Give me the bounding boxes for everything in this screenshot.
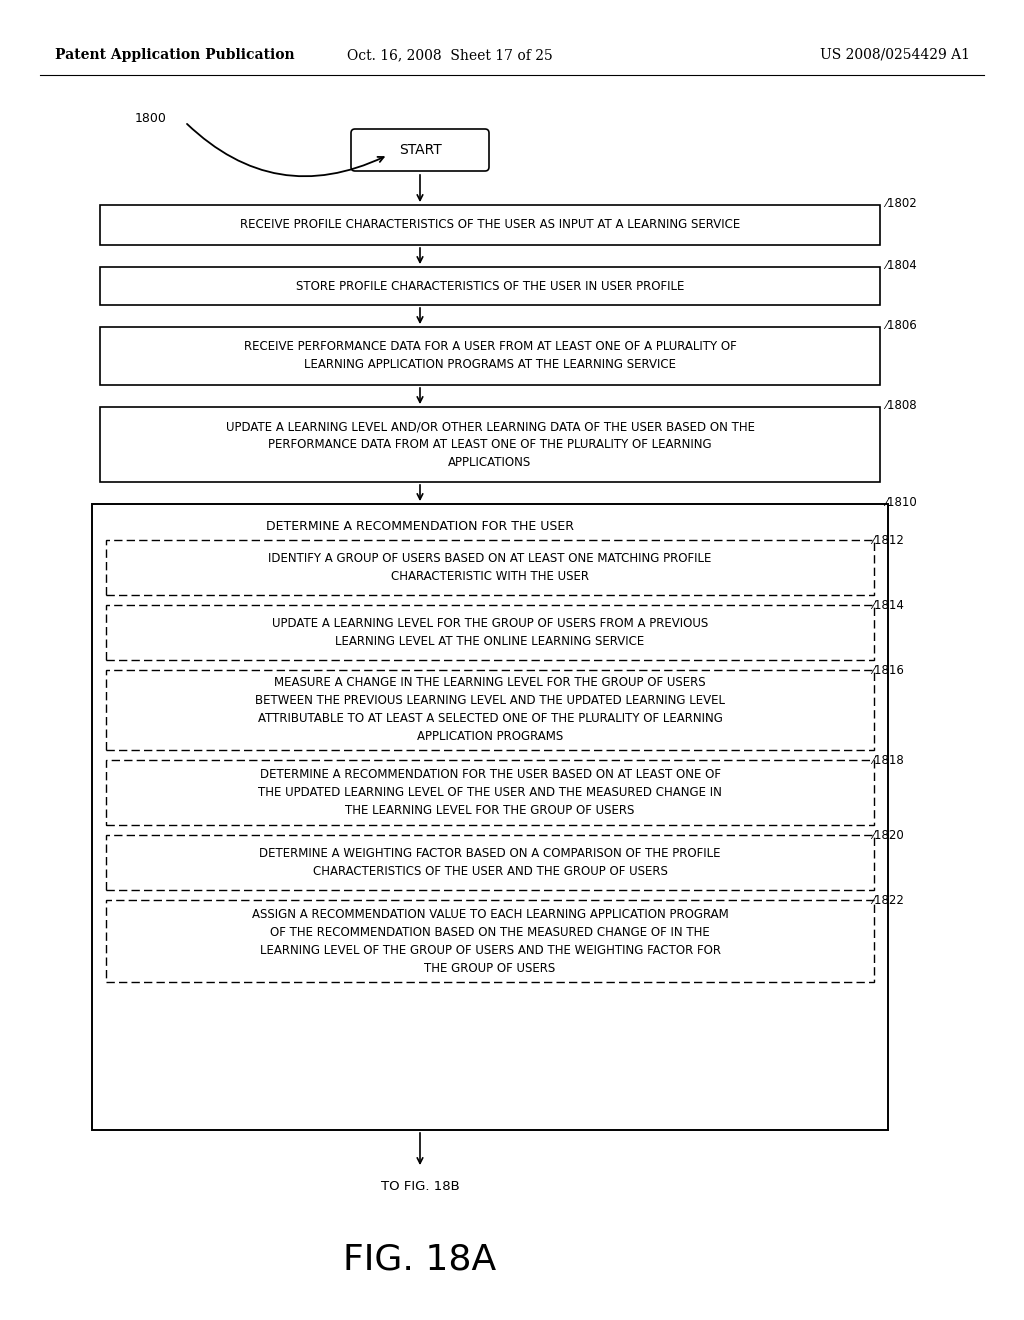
Text: Patent Application Publication: Patent Application Publication bbox=[55, 48, 295, 62]
Text: ⁄1818: ⁄1818 bbox=[872, 754, 904, 767]
Text: TO FIG. 18B: TO FIG. 18B bbox=[381, 1180, 460, 1192]
FancyBboxPatch shape bbox=[351, 129, 489, 172]
Text: Oct. 16, 2008  Sheet 17 of 25: Oct. 16, 2008 Sheet 17 of 25 bbox=[347, 48, 553, 62]
Text: UPDATE A LEARNING LEVEL FOR THE GROUP OF USERS FROM A PREVIOUS
LEARNING LEVEL AT: UPDATE A LEARNING LEVEL FOR THE GROUP OF… bbox=[272, 616, 709, 648]
Text: ⁄1822: ⁄1822 bbox=[872, 894, 904, 907]
Text: 1800: 1800 bbox=[135, 111, 167, 124]
Text: ⁄1816: ⁄1816 bbox=[872, 664, 904, 677]
FancyBboxPatch shape bbox=[106, 760, 874, 825]
Text: MEASURE A CHANGE IN THE LEARNING LEVEL FOR THE GROUP OF USERS
BETWEEN THE PREVIO: MEASURE A CHANGE IN THE LEARNING LEVEL F… bbox=[255, 676, 725, 743]
Text: ⁄1814: ⁄1814 bbox=[872, 599, 904, 612]
FancyBboxPatch shape bbox=[106, 605, 874, 660]
Text: FIG. 18A: FIG. 18A bbox=[343, 1243, 497, 1276]
FancyBboxPatch shape bbox=[100, 407, 880, 482]
Text: ⁄1808: ⁄1808 bbox=[885, 399, 916, 412]
Text: UPDATE A LEARNING LEVEL AND/OR OTHER LEARNING DATA OF THE USER BASED ON THE
PERF: UPDATE A LEARNING LEVEL AND/OR OTHER LEA… bbox=[225, 420, 755, 469]
FancyBboxPatch shape bbox=[92, 504, 888, 1130]
Text: ⁄1802: ⁄1802 bbox=[885, 197, 916, 210]
FancyBboxPatch shape bbox=[100, 205, 880, 246]
Text: ⁄1812: ⁄1812 bbox=[872, 535, 904, 546]
Text: DETERMINE A WEIGHTING FACTOR BASED ON A COMPARISON OF THE PROFILE
CHARACTERISTIC: DETERMINE A WEIGHTING FACTOR BASED ON A … bbox=[259, 847, 721, 878]
FancyBboxPatch shape bbox=[100, 267, 880, 305]
FancyBboxPatch shape bbox=[106, 900, 874, 982]
Text: DETERMINE A RECOMMENDATION FOR THE USER: DETERMINE A RECOMMENDATION FOR THE USER bbox=[266, 520, 574, 532]
Text: RECEIVE PROFILE CHARACTERISTICS OF THE USER AS INPUT AT A LEARNING SERVICE: RECEIVE PROFILE CHARACTERISTICS OF THE U… bbox=[240, 219, 740, 231]
Text: START: START bbox=[398, 143, 441, 157]
Text: RECEIVE PERFORMANCE DATA FOR A USER FROM AT LEAST ONE OF A PLURALITY OF
LEARNING: RECEIVE PERFORMANCE DATA FOR A USER FROM… bbox=[244, 341, 736, 371]
Text: ASSIGN A RECOMMENDATION VALUE TO EACH LEARNING APPLICATION PROGRAM
OF THE RECOMM: ASSIGN A RECOMMENDATION VALUE TO EACH LE… bbox=[252, 908, 728, 974]
Text: DETERMINE A RECOMMENDATION FOR THE USER BASED ON AT LEAST ONE OF
THE UPDATED LEA: DETERMINE A RECOMMENDATION FOR THE USER … bbox=[258, 768, 722, 817]
FancyBboxPatch shape bbox=[106, 671, 874, 750]
Text: ⁄1820: ⁄1820 bbox=[872, 829, 904, 842]
Text: ⁄1804: ⁄1804 bbox=[885, 259, 916, 272]
Text: ⁄1810: ⁄1810 bbox=[885, 496, 916, 510]
Text: IDENTIFY A GROUP OF USERS BASED ON AT LEAST ONE MATCHING PROFILE
CHARACTERISTIC : IDENTIFY A GROUP OF USERS BASED ON AT LE… bbox=[268, 552, 712, 583]
FancyBboxPatch shape bbox=[106, 836, 874, 890]
FancyBboxPatch shape bbox=[100, 327, 880, 385]
Text: US 2008/0254429 A1: US 2008/0254429 A1 bbox=[820, 48, 970, 62]
Text: STORE PROFILE CHARACTERISTICS OF THE USER IN USER PROFILE: STORE PROFILE CHARACTERISTICS OF THE USE… bbox=[296, 280, 684, 293]
FancyBboxPatch shape bbox=[106, 540, 874, 595]
Text: ⁄1806: ⁄1806 bbox=[885, 319, 916, 333]
